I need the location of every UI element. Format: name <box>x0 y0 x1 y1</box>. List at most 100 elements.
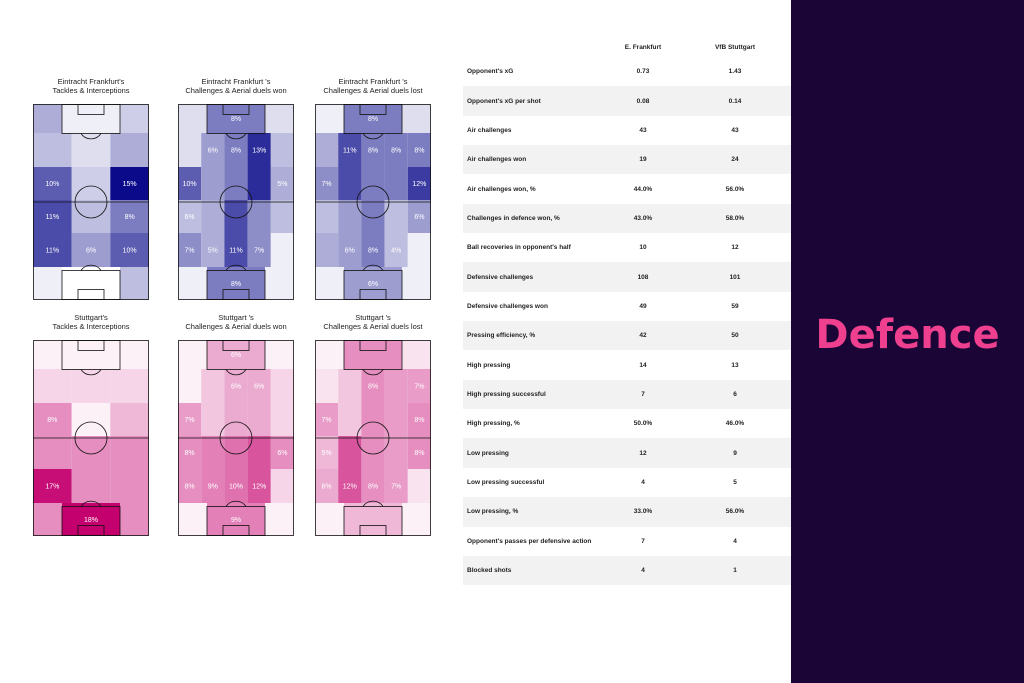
heatmap-cell <box>178 503 207 536</box>
pitch-line <box>222 104 250 115</box>
heatmap-cell <box>110 167 149 200</box>
heatmap-cell <box>224 403 248 436</box>
heatmap-title: Stuttgart 's Challenges & Aerial duels lo… <box>298 313 448 331</box>
heatmap-cell-label: 8% <box>391 148 401 155</box>
heatmap-cell <box>110 369 149 403</box>
heatmap-cell <box>315 369 339 403</box>
heatmap-cell <box>270 436 294 469</box>
heatmap-cell <box>338 369 362 403</box>
heatmap-cell <box>247 167 271 200</box>
table-cell: 10 <box>639 244 647 252</box>
table-cell: 50.0% <box>633 420 653 428</box>
heatmap-cell <box>344 503 402 536</box>
table-row: Challenges in defence won, % 43.0% 58.0% <box>463 203 791 234</box>
table-cell: 14 <box>639 361 647 369</box>
heatmap-cell <box>120 267 149 300</box>
pitch-line <box>225 369 247 376</box>
heatmap-cell <box>201 369 225 403</box>
heatmap-title-line: Tackles & Interceptions <box>52 86 130 95</box>
table-cell: 12 <box>639 449 647 457</box>
table-row-label: Blocked shots <box>467 567 512 575</box>
table-cell: 1.43 <box>728 68 742 76</box>
heatmap-cell <box>71 133 111 167</box>
heatmap-cell <box>71 469 111 503</box>
table-row-label: High pressing successful <box>467 390 546 398</box>
table-row-label: Challenges in defence won, % <box>467 214 560 222</box>
heatmap-cell <box>247 403 271 436</box>
heatmap-cell-label: 6% <box>277 450 287 457</box>
table-row: Blocked shots 4 1 <box>463 555 791 586</box>
heatmap-cell-label: 12% <box>343 484 357 491</box>
heatmap-cell <box>178 167 202 200</box>
heatmap-cell-label: 6% <box>254 384 264 391</box>
heatmap-cell <box>407 167 431 200</box>
heatmap-cell <box>270 403 294 436</box>
heatmap-cell <box>361 469 385 503</box>
heatmap-cell <box>247 469 271 503</box>
heatmap-title-line: Challenges & Aerial duels won <box>185 86 287 95</box>
pitch-line <box>222 340 250 351</box>
table-cell: 43 <box>731 126 739 134</box>
heatmap-title: Eintracht Frankfurt 's Challenges & Aeria… <box>161 77 311 95</box>
table-cell: 56.0% <box>725 508 745 516</box>
heatmap-cell-label: 8% <box>231 116 241 123</box>
table-row-label: Pressing efficiency, % <box>467 332 536 340</box>
heatmap-title-line: Eintracht Frankfurt 's <box>338 77 408 86</box>
heatmap-cell <box>71 369 111 403</box>
heatmap-cell <box>120 104 149 133</box>
heatmap-cell <box>224 469 248 503</box>
heatmap-cell <box>384 233 408 267</box>
heatmap-cell-label: 5% <box>277 181 287 188</box>
table-row: Ball recoveries in opponent's half 10 12 <box>463 233 791 262</box>
table-cell: 4 <box>641 567 645 575</box>
heatmap-cell-label: 6% <box>345 248 355 255</box>
heatmap-cell <box>110 469 149 503</box>
heatmap-cell-label: 8% <box>185 450 195 457</box>
table-header: E. Frankfurt VfB Stuttgart <box>463 39 791 57</box>
heatmap-cell <box>71 200 111 233</box>
heatmap-cell-label: 9% <box>231 517 241 524</box>
pitch-line <box>362 369 384 376</box>
table-cell: 0.08 <box>636 97 650 105</box>
heatmap-cell <box>247 200 271 233</box>
heatmap-cell <box>201 469 225 503</box>
table-cell: 108 <box>637 273 649 281</box>
heatmap-cell <box>402 104 431 133</box>
heatmap-cell <box>265 267 294 300</box>
heatmap-cell-label: 4% <box>391 248 401 255</box>
pitch-line <box>219 421 253 455</box>
heatmap-cell <box>178 369 202 403</box>
table-row-label: Air challenges won, % <box>467 185 536 193</box>
heatmap-cell-label: 8% <box>185 484 195 491</box>
heatmap-cell-label: 11% <box>46 248 60 255</box>
heatmap-cell <box>33 369 72 403</box>
heatmap-cell <box>33 267 62 300</box>
pitch-line <box>80 133 102 140</box>
pitch-line <box>222 525 250 536</box>
pitch-line <box>219 185 253 219</box>
table-row: Defensive challenges 108 101 <box>463 262 791 292</box>
table-cell: 43.0% <box>633 214 653 222</box>
table-cell: 44.0% <box>633 185 653 193</box>
heatmap-cell-label: 7% <box>322 181 332 188</box>
table-row: Pressing efficiency, % 42 50 <box>463 321 791 351</box>
heatmap-cell <box>110 233 149 267</box>
heatmap-cell-label: 12% <box>412 181 426 188</box>
table-row-label: Opponent's xG per shot <box>467 97 541 105</box>
heatmap-cell-label: 5% <box>208 248 218 255</box>
stats-table: E. Frankfurt VfB Stuttgart Opponent's xG 0.… <box>463 39 791 586</box>
right-panel: Defence <box>791 0 1024 683</box>
heatmap-cell <box>384 167 408 200</box>
heatmap-title-line: Stuttgart's <box>74 313 108 322</box>
heatmap-cell <box>71 403 111 436</box>
heatmap-cell <box>178 233 202 267</box>
pitch-line <box>225 133 247 140</box>
table-cell: 58.0% <box>725 214 745 222</box>
heatmap-cell-label: 13% <box>252 148 266 155</box>
table-row: Air challenges 43 43 <box>463 116 791 145</box>
heatmap-cell <box>178 340 207 369</box>
heatmap-cell-label: 8% <box>125 214 135 221</box>
table-row-label: Ball recoveries in opponent's half <box>467 244 571 252</box>
heatmap-cell-label: 6% <box>231 384 241 391</box>
heatmap-cell <box>178 133 202 167</box>
